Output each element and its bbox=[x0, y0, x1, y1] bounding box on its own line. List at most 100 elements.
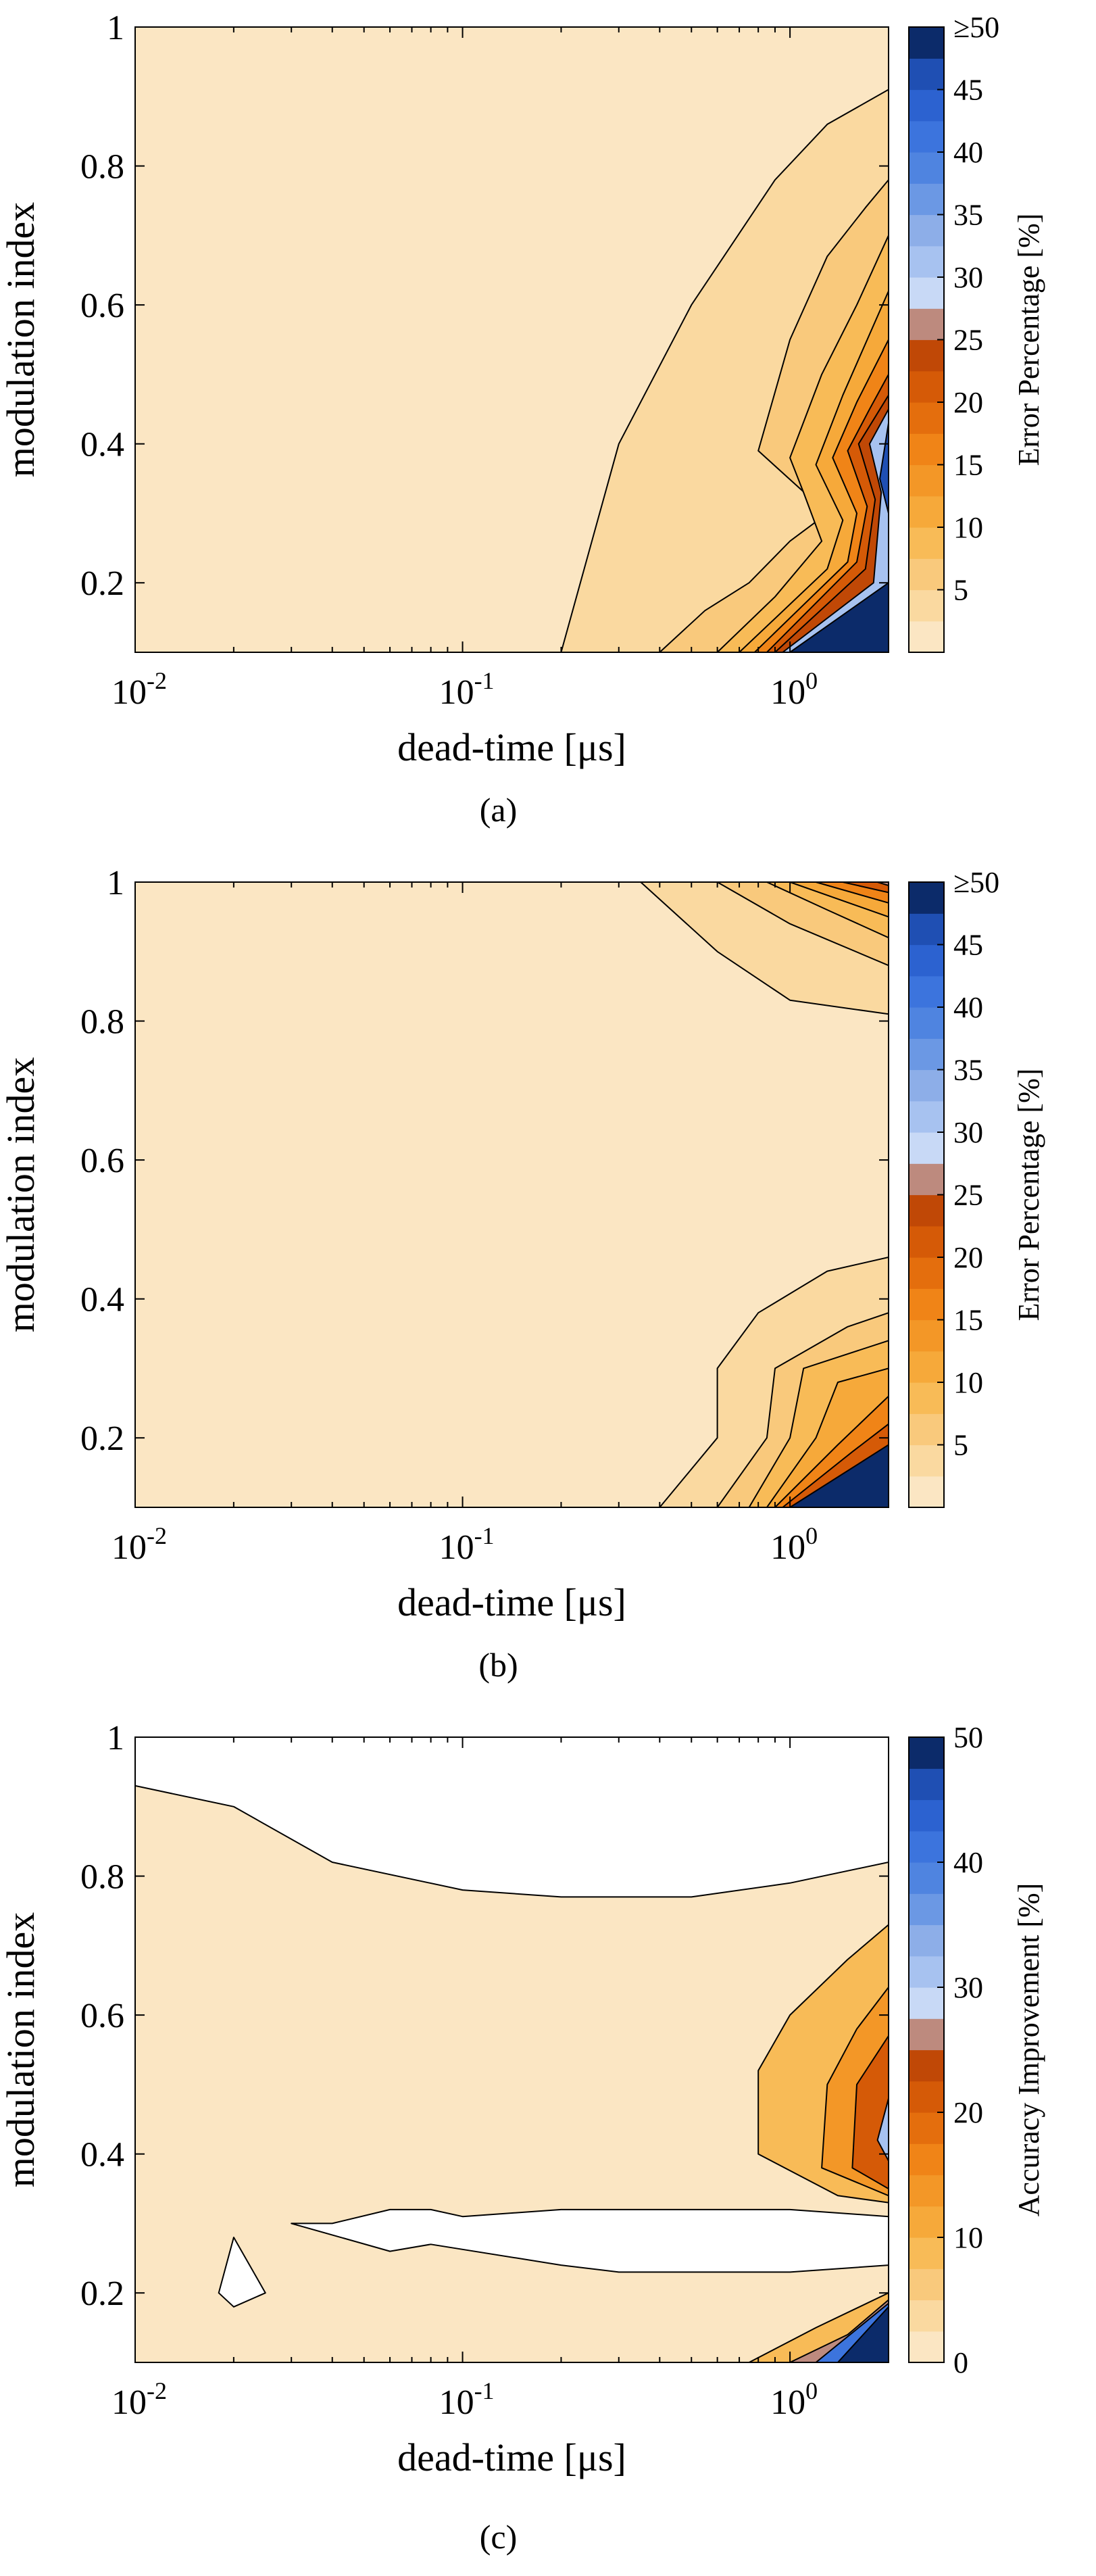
panel-b-colorbar-tick-label-3: 20 bbox=[953, 1241, 983, 1274]
panel-c-colorbar-frame bbox=[908, 1736, 945, 2363]
panel-b-colorbar-band-12 bbox=[909, 1132, 944, 1164]
panel-c-contour-region-6 bbox=[851, 2035, 889, 2190]
panel-b-colorbar-tick-label-1: 10 bbox=[953, 1366, 983, 1399]
panel-c-colorbar-band-7 bbox=[909, 2143, 944, 2176]
panel-a-colorbar-label: Error Percentage [%] bbox=[1012, 214, 1045, 466]
panel-a-colorbar-tick-label-0: 5 bbox=[953, 574, 968, 607]
panel-b-contour-region-14 bbox=[789, 1444, 889, 1507]
panel-c-colorbar-tick-label-1: 10 bbox=[953, 2221, 983, 2254]
panel-c-colorbar-band-3 bbox=[909, 2268, 944, 2301]
panel-a-xtick-label-1: 10-1 bbox=[439, 667, 495, 712]
panel-b-colorbar-band-3 bbox=[909, 1413, 944, 1446]
panel-c-contour-region-7 bbox=[876, 2097, 889, 2162]
panel-c-xtick-exponent: 0 bbox=[805, 2377, 818, 2404]
panel-a-colorbar-band-4 bbox=[909, 527, 944, 559]
panel-a-colorbar-band-19 bbox=[909, 58, 944, 91]
panel-a-colorbar-tick-label-2: 15 bbox=[953, 449, 983, 482]
panel-c-colorbar-band-6 bbox=[909, 2174, 944, 2207]
panel-a-colorbar-tick-label-8: 45 bbox=[953, 74, 983, 107]
panel-b-colorbar-label: Error Percentage [%] bbox=[1012, 1069, 1045, 1321]
panel-b-colorbar-tick-label-7: 40 bbox=[953, 991, 983, 1024]
panel-b-ytick-label: 0.8 bbox=[80, 1003, 124, 1042]
panel-a-colorbar-band-8 bbox=[909, 402, 944, 434]
panel-a-y-axis-label: modulation index bbox=[0, 202, 43, 478]
panel-a-xtick-exponent: -1 bbox=[474, 667, 495, 694]
panel-b-colorbar-band-4 bbox=[909, 1382, 944, 1414]
panel-b-colorbar-band-16 bbox=[909, 1007, 944, 1039]
panel-b-contour-region-6 bbox=[842, 882, 889, 894]
panel-a-xtick-base: 10 bbox=[439, 673, 474, 712]
panel-b-axes-box bbox=[134, 881, 889, 1508]
panel-b-colorbar-tick-label-5: 30 bbox=[953, 1116, 983, 1149]
panel-c-contour-region-11 bbox=[837, 2306, 889, 2362]
panel-c-contour-region-1 bbox=[135, 1737, 889, 1898]
panel-a-xtick-base: 10 bbox=[770, 673, 805, 712]
panel-a-colorbar-band-3 bbox=[909, 558, 944, 591]
panel-c-xtick-label-2: 100 bbox=[770, 2377, 818, 2422]
panel-a-contour-region-9 bbox=[879, 422, 889, 514]
panel-c-contour-region-3 bbox=[218, 2237, 266, 2308]
panel-b-colorbar-band-17 bbox=[909, 975, 944, 1008]
panel-b-caption: (b) bbox=[478, 1646, 518, 1684]
panel-a-colorbar-band-7 bbox=[909, 433, 944, 466]
panel-c-xtick-label-1: 10-1 bbox=[439, 2377, 495, 2422]
panel-c-colorbar-band-15 bbox=[909, 1893, 944, 1926]
panel-a-xtick-exponent: -2 bbox=[147, 667, 167, 694]
panel-a-colorbar-band-1 bbox=[909, 621, 944, 653]
panel-a-colorbar-band-17 bbox=[909, 120, 944, 153]
panel-a-colorbar-tick-label-9: ≥50 bbox=[953, 11, 999, 44]
panel-a-xtick-label-0: 10-2 bbox=[111, 667, 167, 712]
panel-b-colorbar-band-20 bbox=[909, 882, 944, 914]
panel-b-colorbar-band-2 bbox=[909, 1444, 944, 1477]
panel-a-contour-region-1 bbox=[560, 89, 889, 652]
panel-a-colorbar-band-6 bbox=[909, 464, 944, 497]
panel-b-colorbar-band-18 bbox=[909, 944, 944, 977]
panel-b-xtick-base: 10 bbox=[770, 1528, 805, 1567]
panel-c-caption: (c) bbox=[480, 2518, 518, 2556]
panel-b-colorbar-band-19 bbox=[909, 913, 944, 946]
panel-c-colorbar-tick-label-5: 50 bbox=[953, 1721, 983, 1754]
panel-a-colorbar-band-13 bbox=[909, 245, 944, 278]
panel-b-colorbar-band-8 bbox=[909, 1257, 944, 1289]
panel-b-colorbar-band-10 bbox=[909, 1194, 944, 1227]
panel-a-ytick-label: 0.4 bbox=[80, 426, 124, 464]
panel-c-contour-region-2 bbox=[291, 2208, 889, 2273]
panel-c-xtick-base: 10 bbox=[111, 2383, 147, 2422]
panel-a-xtick-exponent: 0 bbox=[805, 667, 818, 694]
panel-b-ytick-label: 0.4 bbox=[80, 1281, 124, 1319]
panel-c-colorbar-band-16 bbox=[909, 1862, 944, 1894]
panel-a-xtick-label-2: 100 bbox=[770, 667, 818, 712]
panel-b-colorbar-band-9 bbox=[909, 1225, 944, 1258]
panel-a-colorbar-band-14 bbox=[909, 214, 944, 247]
panel-a-colorbar-band-15 bbox=[909, 183, 944, 216]
panel-a-ytick-label: 0.8 bbox=[80, 148, 124, 187]
panel-c-colorbar-band-2 bbox=[909, 2300, 944, 2332]
panel-c-colorbar-band-17 bbox=[909, 1830, 944, 1863]
panel-a-x-axis-label: dead-time [μs] bbox=[397, 725, 626, 769]
panel-a-colorbar-band-2 bbox=[909, 589, 944, 622]
panel-b-colorbar-tick-label-2: 15 bbox=[953, 1304, 983, 1337]
panel-c-colorbar-band-20 bbox=[909, 1737, 944, 1769]
panel-a-caption: (a) bbox=[480, 791, 518, 829]
panel-a-contour-region-10 bbox=[789, 582, 889, 652]
panel-c-y-axis-label: modulation index bbox=[0, 1912, 43, 2188]
panel-c-colorbar-band-11 bbox=[909, 2018, 944, 2051]
panel-c-colorbar-band-18 bbox=[909, 1799, 944, 1832]
panel-b-colorbar-band-5 bbox=[909, 1351, 944, 1383]
panel-a-colorbar-band-20 bbox=[909, 27, 944, 59]
panel-b-colorbar-tick-label-4: 25 bbox=[953, 1179, 983, 1212]
panel-c-colorbar-band-5 bbox=[909, 2206, 944, 2238]
panel-b-colorbar-band-15 bbox=[909, 1038, 944, 1071]
panel-b-colorbar-band-1 bbox=[909, 1476, 944, 1508]
panel-a-colorbar-band-11 bbox=[909, 308, 944, 341]
panel-b-xtick-exponent: -2 bbox=[147, 1522, 167, 1549]
panel-a-colorbar-band-10 bbox=[909, 339, 944, 372]
panel-c-colorbar-tick-label-3: 30 bbox=[953, 1971, 983, 2004]
panel-b-colorbar-band-7 bbox=[909, 1288, 944, 1321]
panel-b-x-axis-label: dead-time [μs] bbox=[397, 1580, 626, 1624]
panel-c-ytick-label: 0.2 bbox=[80, 2275, 124, 2313]
